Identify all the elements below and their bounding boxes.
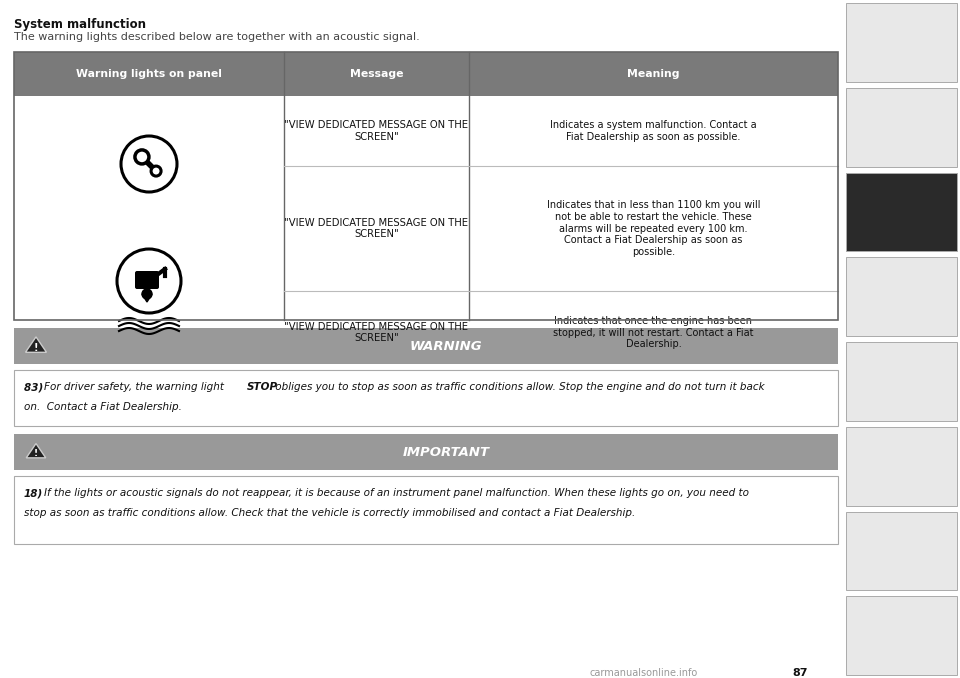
Bar <box>14 52 838 320</box>
Text: Warning lights on panel: Warning lights on panel <box>76 69 222 79</box>
Bar <box>846 426 957 506</box>
Text: 87: 87 <box>792 668 807 678</box>
Polygon shape <box>142 294 152 302</box>
Text: carmanualsonline.info: carmanualsonline.info <box>590 668 698 678</box>
Bar <box>846 342 957 421</box>
Bar <box>846 511 957 591</box>
Text: obliges you to stop as soon as traffic conditions allow. Stop the engine and do : obliges you to stop as soon as traffic c… <box>272 382 764 392</box>
Text: For driver safety, the warning light: For driver safety, the warning light <box>44 382 228 392</box>
Text: Indicates that once the engine has been
stopped, it will not restart. Contact a : Indicates that once the engine has been … <box>553 316 754 349</box>
FancyBboxPatch shape <box>135 271 159 289</box>
Text: 18): 18) <box>24 488 43 498</box>
Text: If the lights or acoustic signals do not reappear, it is because of an instrumen: If the lights or acoustic signals do not… <box>44 488 749 498</box>
Bar <box>846 87 957 167</box>
Circle shape <box>135 150 149 164</box>
Bar <box>14 370 838 426</box>
Circle shape <box>151 166 161 176</box>
Text: !: ! <box>34 343 38 353</box>
Text: System malfunction: System malfunction <box>14 18 146 31</box>
Bar <box>14 96 838 320</box>
Bar <box>14 476 838 544</box>
Text: !: ! <box>34 450 38 458</box>
Circle shape <box>121 136 177 192</box>
Text: Message: Message <box>349 69 403 79</box>
Text: Indicates a system malfunction. Contact a
Fiat Dealership as soon as possible.: Indicates a system malfunction. Contact … <box>550 120 756 142</box>
Circle shape <box>117 249 181 313</box>
Text: "VIEW DEDICATED MESSAGE ON THE
SCREEN": "VIEW DEDICATED MESSAGE ON THE SCREEN" <box>284 120 468 142</box>
Text: "VIEW DEDICATED MESSAGE ON THE
SCREEN": "VIEW DEDICATED MESSAGE ON THE SCREEN" <box>284 321 468 343</box>
Text: 83): 83) <box>24 382 47 392</box>
Bar <box>14 434 838 470</box>
Bar <box>846 596 957 675</box>
Text: Indicates that in less than 1100 km you will
not be able to restart the vehicle.: Indicates that in less than 1100 km you … <box>547 200 760 257</box>
Circle shape <box>142 289 152 299</box>
Bar <box>14 328 838 364</box>
Text: STOP: STOP <box>247 382 278 392</box>
Polygon shape <box>26 443 46 458</box>
Text: WARNING: WARNING <box>410 340 482 353</box>
Bar <box>846 172 957 252</box>
Bar <box>846 3 957 82</box>
Text: Meaning: Meaning <box>627 69 680 79</box>
Polygon shape <box>26 337 46 353</box>
Bar <box>14 52 838 96</box>
Text: The warning lights described below are together with an acoustic signal.: The warning lights described below are t… <box>14 32 420 42</box>
Text: IMPORTANT: IMPORTANT <box>402 445 490 458</box>
Bar <box>846 257 957 336</box>
Text: on.  Contact a Fiat Dealership.: on. Contact a Fiat Dealership. <box>24 402 181 412</box>
Text: "VIEW DEDICATED MESSAGE ON THE
SCREEN": "VIEW DEDICATED MESSAGE ON THE SCREEN" <box>284 218 468 239</box>
Text: stop as soon as traffic conditions allow. Check that the vehicle is correctly im: stop as soon as traffic conditions allow… <box>24 508 636 518</box>
